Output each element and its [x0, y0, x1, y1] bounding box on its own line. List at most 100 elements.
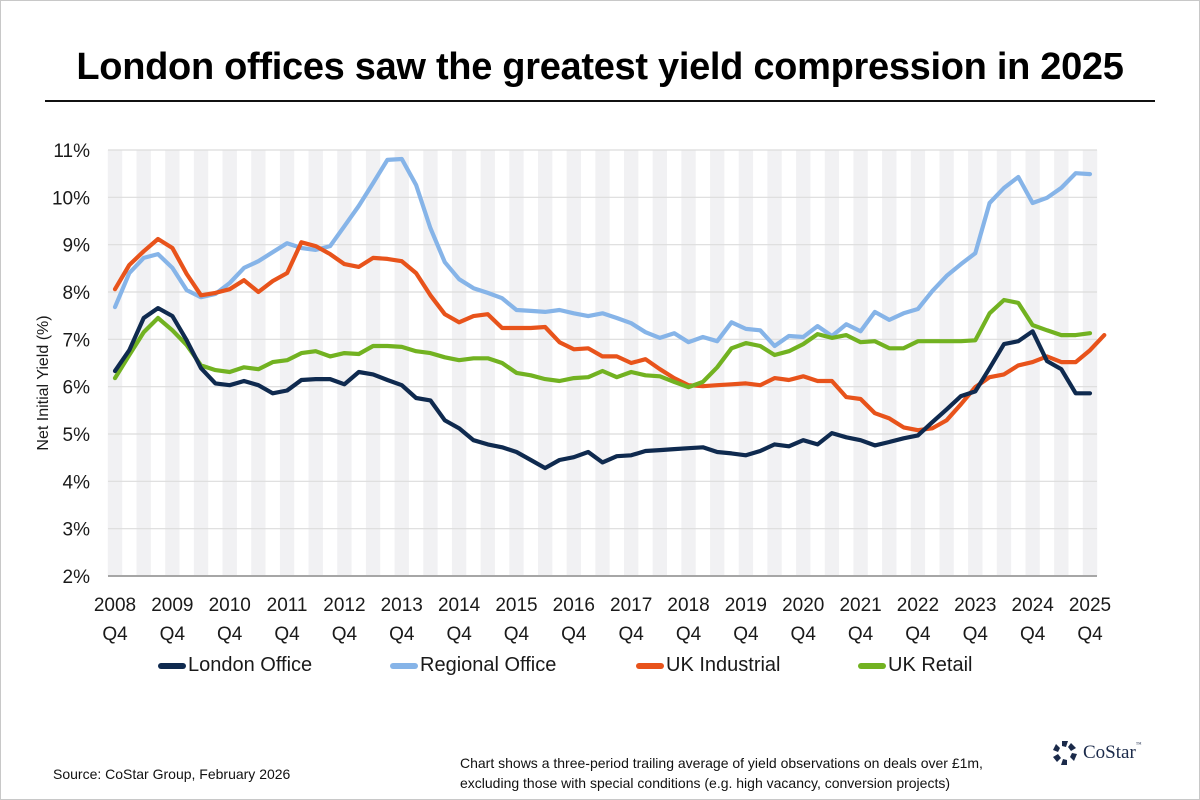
- x-tick-label-year: 2013: [381, 595, 423, 616]
- background-band: [824, 150, 840, 576]
- background-band: [480, 150, 495, 576]
- x-tick-label-quarter: Q4: [160, 624, 186, 645]
- methodology-note: Chart shows a three-period trailing aver…: [460, 753, 983, 793]
- source-note: Source: CoStar Group, February 2026: [53, 766, 291, 782]
- legend-item-uk-industrial[interactable]: UK Industrial: [636, 654, 781, 677]
- y-tick-label: 2%: [63, 567, 91, 588]
- methodology-note-line: excluding those with special conditions …: [460, 775, 950, 791]
- title-divider: [45, 100, 1155, 102]
- x-tick-label-year: 2010: [209, 595, 251, 616]
- background-band: [394, 150, 409, 576]
- background-band: [566, 150, 581, 576]
- y-tick-label: 5%: [63, 425, 91, 446]
- x-tick-label-quarter: Q4: [848, 624, 874, 645]
- y-tick-label: 6%: [63, 378, 91, 399]
- x-tick-label-year: 2014: [438, 595, 481, 616]
- costar-star-icon: [1053, 741, 1077, 765]
- x-tick-label-quarter: Q4: [1077, 624, 1103, 645]
- background-band: [910, 150, 926, 576]
- legend-label: Regional Office: [420, 654, 557, 676]
- background-band: [308, 150, 323, 576]
- background-band: [882, 150, 897, 576]
- background-band: [595, 150, 610, 576]
- background-band: [451, 150, 467, 576]
- series-line-uk-retail: [112, 297, 1093, 390]
- background-bands: [107, 150, 1098, 576]
- x-tick-label-quarter: Q4: [676, 624, 702, 645]
- x-tick-label-year: 2015: [495, 595, 537, 616]
- background-band: [767, 150, 782, 576]
- y-axis-ticks: 2% 3% 4% 5% 6% 7% 8% 9% 10% 11%: [52, 141, 90, 588]
- methodology-note-line: Chart shows a three-period trailing aver…: [460, 755, 983, 771]
- x-tick-label-year: 2016: [553, 595, 595, 616]
- x-tick-label-year: 2022: [897, 595, 939, 616]
- background-band: [996, 150, 1012, 576]
- legend-swatch-uk-retail: [858, 662, 886, 669]
- x-tick-label-year: 2008: [94, 595, 136, 616]
- x-tick-label-quarter: Q4: [504, 624, 530, 645]
- legend-item-regional-office[interactable]: Regional Office: [390, 654, 556, 677]
- background-band: [652, 150, 668, 576]
- y-tick-label: 7%: [63, 330, 91, 351]
- x-tick-label-quarter: Q4: [791, 624, 817, 645]
- background-band: [423, 150, 438, 576]
- x-tick-label-year: 2024: [1012, 595, 1055, 616]
- background-band: [738, 150, 754, 576]
- background-band: [853, 150, 868, 576]
- x-tick-label-quarter: Q4: [274, 624, 300, 645]
- legend-label: London Office: [188, 654, 313, 676]
- legend-swatch-uk-industrial: [636, 662, 664, 669]
- background-band: [222, 150, 237, 576]
- x-tick-label-quarter: Q4: [905, 624, 931, 645]
- background-band: [165, 150, 180, 576]
- y-tick-label: 8%: [63, 283, 91, 304]
- background-band: [251, 150, 266, 576]
- legend-label: UK Industrial: [666, 654, 781, 676]
- series-line-london-office: [112, 306, 1093, 471]
- x-tick-label-year: 2011: [267, 595, 308, 616]
- x-tick-label-year: 2018: [667, 595, 709, 616]
- x-tick-label-quarter: Q4: [618, 624, 644, 645]
- background-band: [796, 150, 811, 576]
- x-tick-label-quarter: Q4: [332, 624, 358, 645]
- series-line-uk-industrial: [112, 236, 1107, 433]
- legend-swatch-london-office: [158, 662, 186, 669]
- x-tick-label-year: 2023: [954, 595, 996, 616]
- x-tick-label-quarter: Q4: [1020, 624, 1046, 645]
- x-tick-label-quarter: Q4: [389, 624, 415, 645]
- series-line-regional-office: [112, 156, 1093, 349]
- background-band: [107, 150, 123, 576]
- x-tick-label-year: 2012: [323, 595, 365, 616]
- legend-swatch-regional-office: [390, 662, 418, 669]
- x-tick-label-year: 2009: [151, 595, 193, 616]
- x-tick-label-quarter: Q4: [217, 624, 243, 645]
- y-axis-label: Net Initial Yield (%): [35, 315, 52, 450]
- background-band: [1082, 150, 1098, 576]
- background-band: [136, 150, 151, 576]
- background-band: [337, 150, 352, 576]
- legend: London Office Regional Office UK Industr…: [0, 654, 1200, 684]
- series-lines: [112, 156, 1107, 471]
- chart-title: London offices saw the greatest yield co…: [76, 46, 1124, 88]
- legend-item-london-office[interactable]: London Office: [158, 654, 312, 677]
- y-tick-label: 3%: [63, 520, 91, 541]
- x-tick-label-year: 2020: [782, 595, 824, 616]
- x-tick-label-quarter: Q4: [963, 624, 989, 645]
- y-tick-label: 9%: [63, 236, 91, 257]
- background-band: [509, 150, 524, 576]
- legend-label: UK Retail: [888, 654, 973, 676]
- background-band: [968, 150, 983, 576]
- background-band: [279, 150, 295, 576]
- x-tick-label-quarter: Q4: [102, 624, 128, 645]
- x-tick-label-year: 2017: [610, 595, 652, 616]
- x-tick-label-quarter: Q4: [733, 624, 759, 645]
- x-tick-label-year: 2025: [1069, 595, 1111, 616]
- costar-logo: CoStar™: [1052, 740, 1142, 766]
- legend-item-uk-retail[interactable]: UK Retail: [858, 654, 972, 677]
- x-axis-ticks: 2008 Q4 2009 Q4 2010 Q4 2011 Q4 2012 Q4 2013 Q4 2014…: [94, 595, 1111, 645]
- x-tick-label-year: 2019: [725, 595, 767, 616]
- background-band: [710, 150, 725, 576]
- y-tick-label: 11%: [53, 141, 90, 162]
- background-band: [939, 150, 954, 576]
